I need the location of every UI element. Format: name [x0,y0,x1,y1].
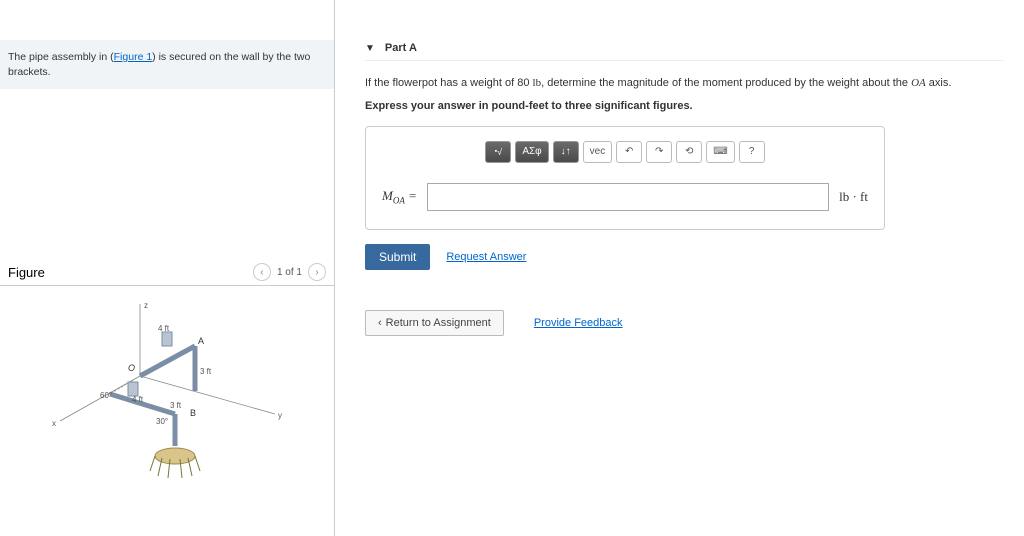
point-a-label: A [198,336,204,346]
problem-text-prefix: The pipe assembly in ( [8,51,114,63]
figure-section: Figure ‹ 1 of 1 › z y x [0,259,334,499]
axis-y-label: y [278,411,282,420]
pipe-diagram-svg: z y x 4 ft A O 3 ft 60° 4 ft 3 ft B [50,296,290,496]
angle-30-label: 30° [156,417,168,426]
left-panel: The pipe assembly in (Figure 1) is secur… [0,0,335,536]
redo-button[interactable]: ↷ [646,141,672,163]
submit-button[interactable]: Submit [365,244,430,270]
return-button[interactable]: ‹ Return to Assignment [365,310,504,336]
reset-button[interactable]: ⟲ [676,141,702,163]
variable-label: MOA = [382,188,417,206]
point-o-label: O [128,363,135,373]
seg-vert-label: 3 ft [200,367,212,376]
figure-link[interactable]: Figure 1 [114,51,153,63]
provide-feedback-link[interactable]: Provide Feedback [534,317,623,329]
axis-x-label: x [52,419,56,428]
instruction-text: Express your answer in pound-feet to thr… [365,100,1004,112]
part-header[interactable]: ▼ Part A [365,36,1004,61]
return-button-label: Return to Assignment [386,317,491,329]
problem-statement: The pipe assembly in (Figure 1) is secur… [0,40,334,89]
submit-row: Submit Request Answer [365,244,1004,270]
seg-low-label: 3 ft [170,401,182,410]
request-answer-link[interactable]: Request Answer [446,251,526,263]
answer-row: MOA = lb · ft [382,183,868,211]
figure-pager: ‹ 1 of 1 › [253,263,326,281]
return-row: ‹ Return to Assignment Provide Feedback [365,310,1004,336]
keyboard-button[interactable]: ⌨ [706,141,734,163]
unit-label: lb · ft [839,189,868,205]
axis-z-label: z [144,301,148,310]
answer-box: ▪√ ΑΣφ ↓↑ vec ↶ ↷ ⟲ ⌨ ? MOA = lb · ft [365,126,885,230]
angle-60-label: 60° [100,391,112,400]
subscript-button[interactable]: ↓↑ [553,141,579,163]
figure-header: Figure ‹ 1 of 1 › [0,259,334,286]
undo-button[interactable]: ↶ [616,141,642,163]
answer-input[interactable] [427,183,829,211]
right-panel: ▼ Part A If the flowerpot has a weight o… [335,0,1024,536]
greek-button[interactable]: ΑΣφ [515,141,548,163]
pager-prev-button[interactable]: ‹ [253,263,271,281]
templates-button[interactable]: ▪√ [485,141,511,163]
pager-next-button[interactable]: › [308,263,326,281]
seg-mid-label: 4 ft [132,395,144,404]
pager-text: 1 of 1 [277,267,302,278]
figure-diagram: z y x 4 ft A O 3 ft 60° 4 ft 3 ft B [0,286,334,499]
point-b-label: B [190,408,196,418]
chevron-left-icon: ‹ [378,317,382,329]
vector-button[interactable]: vec [583,141,613,163]
help-button[interactable]: ? [739,141,765,163]
question-text: If the flowerpot has a weight of 80 lb, … [365,75,1004,92]
seg-top-label: 4 ft [158,324,170,333]
figure-title: Figure [8,265,45,280]
collapse-caret-icon: ▼ [365,43,375,54]
part-title: Part A [385,42,417,54]
equation-toolbar: ▪√ ΑΣφ ↓↑ vec ↶ ↷ ⟲ ⌨ ? [382,141,868,163]
